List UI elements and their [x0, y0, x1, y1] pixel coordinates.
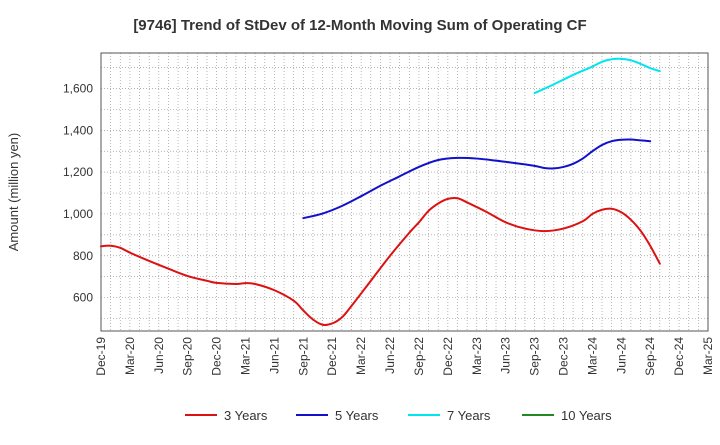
x-tick-label: Mar-22 — [354, 337, 368, 375]
x-tick-label: Mar-23 — [470, 337, 484, 375]
x-axis-ticks: Dec-19 Mar-20 Jun-20 Sep-20 Dec-20 Mar-21 Jun-… — [94, 337, 715, 376]
x-tick-label: Mar-25 — [701, 337, 715, 375]
y-tick-label: 800 — [73, 249, 93, 263]
y-tick-label: 600 — [73, 291, 93, 305]
series-line-7-years — [533, 57, 661, 95]
y-tick-label: 1,200 — [63, 165, 93, 179]
legend-label-5-years: 5 Years — [335, 408, 379, 423]
x-tick-label: Mar-20 — [123, 337, 137, 375]
x-tick-label: Jun-20 — [152, 337, 166, 374]
x-tick-label: Sep-23 — [528, 337, 542, 376]
legend-label-3-years: 3 Years — [224, 408, 268, 423]
x-tick-label: Jun-24 — [614, 337, 628, 374]
x-tick-label: Jun-23 — [499, 337, 513, 374]
x-tick-label: Dec-22 — [441, 337, 455, 376]
legend: 3 Years 5 Years 7 Years 10 Years — [185, 408, 612, 423]
x-tick-label: Sep-20 — [181, 337, 195, 376]
x-tick-label: Dec-24 — [672, 337, 686, 376]
y-axis-label: Amount (million yen) — [6, 133, 21, 252]
x-tick-label: Sep-24 — [643, 337, 657, 376]
series-line-5-years — [302, 138, 652, 220]
x-tick-label: Dec-23 — [556, 337, 570, 376]
x-tick-label: Jun-21 — [267, 337, 281, 374]
x-tick-label: Dec-19 — [94, 337, 108, 376]
y-tick-label: 1,400 — [63, 123, 93, 137]
series-line-3-years — [100, 196, 661, 326]
x-tick-label: Jun-22 — [383, 337, 397, 374]
legend-label-10-years: 10 Years — [561, 408, 612, 423]
x-tick-label: Dec-21 — [325, 337, 339, 376]
x-tick-label: Sep-21 — [296, 337, 310, 376]
y-tick-label: 1,000 — [63, 207, 93, 221]
x-tick-label: Mar-24 — [585, 337, 599, 375]
grid-layer — [100, 53, 709, 331]
x-tick-label: Sep-22 — [412, 337, 426, 376]
legend-label-7-years: 7 Years — [447, 408, 491, 423]
x-tick-label: Dec-20 — [210, 337, 224, 376]
y-axis-ticks: 600 800 1,000 1,200 1,400 1,600 — [63, 82, 93, 305]
chart-title: [9746] Trend of StDev of 12-Month Moving… — [133, 17, 586, 34]
y-tick-label: 1,600 — [63, 82, 93, 96]
plot-area-frame — [100, 52, 709, 332]
series-layer — [100, 57, 661, 326]
x-tick-label: Mar-21 — [239, 337, 253, 375]
